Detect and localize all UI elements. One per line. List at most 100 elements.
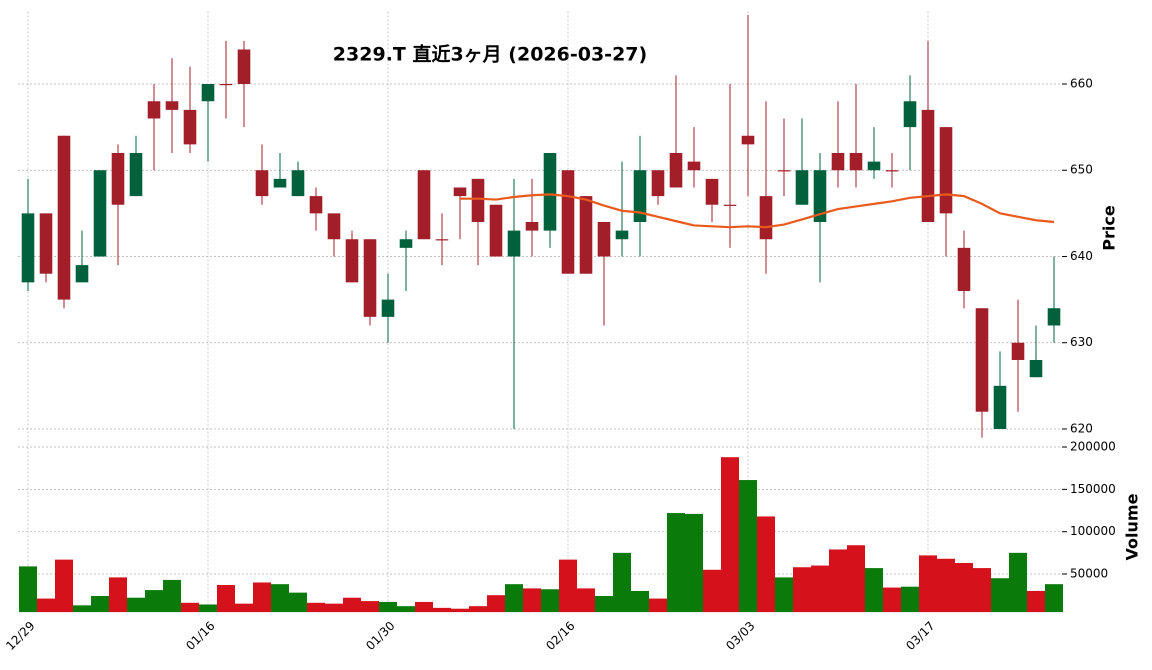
- volume-bar: [631, 590, 649, 613]
- candle-body: [867, 161, 881, 171]
- volume-bar: [613, 552, 631, 613]
- volume-bar: [703, 569, 721, 613]
- candle-body: [759, 196, 773, 240]
- candle-body: [417, 170, 431, 240]
- volume-bar: [991, 578, 1009, 613]
- candle-body: [435, 239, 449, 241]
- candle-body: [57, 135, 71, 300]
- candle-body: [543, 152, 557, 231]
- candle-body: [669, 152, 683, 188]
- volume-bar: [145, 590, 163, 613]
- volume-axis-label: Volume: [1123, 493, 1142, 560]
- volume-bar: [685, 513, 703, 613]
- candle-body: [525, 221, 539, 231]
- volume-bar: [523, 588, 541, 613]
- volume-bar: [469, 606, 487, 613]
- candle-body: [93, 170, 107, 257]
- volume-tick-label: 200000: [1070, 440, 1116, 454]
- candle-body: [975, 308, 989, 412]
- volume-bar: [883, 587, 901, 613]
- x-tick-label: 02/16: [543, 619, 577, 653]
- volume-bar: [955, 563, 973, 613]
- candle-body: [399, 239, 413, 248]
- candle-body: [183, 109, 197, 145]
- candle-body: [921, 109, 935, 222]
- volume-bar: [973, 568, 991, 613]
- candle-body: [381, 299, 395, 317]
- candle-body: [255, 170, 269, 197]
- candle-body: [633, 170, 647, 222]
- volume-bar: [217, 585, 235, 613]
- volume-bar: [541, 589, 559, 613]
- volume-bar: [775, 577, 793, 613]
- volume-bar: [433, 607, 451, 613]
- y-tick-label: 630: [1070, 335, 1093, 349]
- candle-body: [363, 239, 377, 317]
- candle-body: [1011, 342, 1025, 360]
- candle-body: [651, 170, 665, 197]
- volume-tick-label: 50000: [1070, 567, 1108, 581]
- volume-bar: [649, 598, 667, 613]
- volume-bar: [487, 595, 505, 613]
- candle-body: [849, 152, 863, 171]
- candle-body: [615, 230, 629, 240]
- candle-body: [129, 152, 143, 197]
- candle-body: [39, 213, 53, 274]
- candle-body: [687, 161, 701, 171]
- candle-body: [489, 204, 503, 257]
- volume-bar: [757, 516, 775, 613]
- candle-body: [219, 83, 233, 86]
- volume-bar: [811, 565, 829, 613]
- volume-bar: [1045, 584, 1063, 613]
- candle-body: [507, 230, 521, 257]
- volume-bar: [793, 567, 811, 613]
- y-tick-label: 620: [1070, 421, 1093, 435]
- volume-bar: [289, 592, 307, 613]
- y-tick-label: 660: [1070, 76, 1093, 90]
- candle-body: [579, 196, 593, 274]
- volume-bar: [163, 579, 181, 613]
- candle-body: [201, 83, 215, 102]
- volume-bar: [181, 602, 199, 613]
- volume-bar: [937, 558, 955, 613]
- volume-bar: [307, 602, 325, 613]
- volume-bar: [847, 545, 865, 613]
- volume-bar: [55, 559, 73, 613]
- candle-body: [75, 265, 89, 283]
- candle-body: [723, 204, 737, 206]
- volume-bar: [19, 566, 37, 613]
- candle-body: [795, 170, 809, 205]
- candle-body: [291, 170, 305, 197]
- candle-body: [147, 101, 161, 119]
- candle-body: [273, 178, 287, 188]
- volume-bar: [235, 603, 253, 613]
- volume-bar: [397, 606, 415, 613]
- x-tick-label: 12/29: [3, 619, 37, 653]
- volume-bar: [415, 601, 433, 613]
- candle-body: [597, 221, 611, 257]
- chart-title: 2329.T 直近3ヶ月 (2026-03-27): [333, 43, 647, 66]
- candle-body: [453, 187, 467, 197]
- volume-bar: [559, 559, 577, 613]
- volume-tick-label: 150000: [1070, 482, 1116, 496]
- volume-bar: [199, 604, 217, 613]
- volume-bar: [361, 601, 379, 613]
- volume-bar: [829, 549, 847, 613]
- candle-body: [345, 239, 359, 283]
- volume-bar: [919, 555, 937, 613]
- x-tick-label: 01/16: [183, 619, 217, 653]
- volume-bar: [505, 584, 523, 613]
- candle-body: [903, 101, 917, 128]
- volume-bar: [379, 601, 397, 613]
- y-tick-label: 650: [1070, 163, 1093, 177]
- candle-body: [777, 170, 791, 172]
- x-tick-label: 01/30: [363, 619, 397, 653]
- volume-bar: [739, 480, 757, 613]
- volume-bar: [901, 586, 919, 613]
- volume-bar: [91, 596, 109, 613]
- volume-bar: [595, 596, 613, 613]
- volume-bar: [271, 584, 289, 613]
- candle-body: [957, 247, 971, 291]
